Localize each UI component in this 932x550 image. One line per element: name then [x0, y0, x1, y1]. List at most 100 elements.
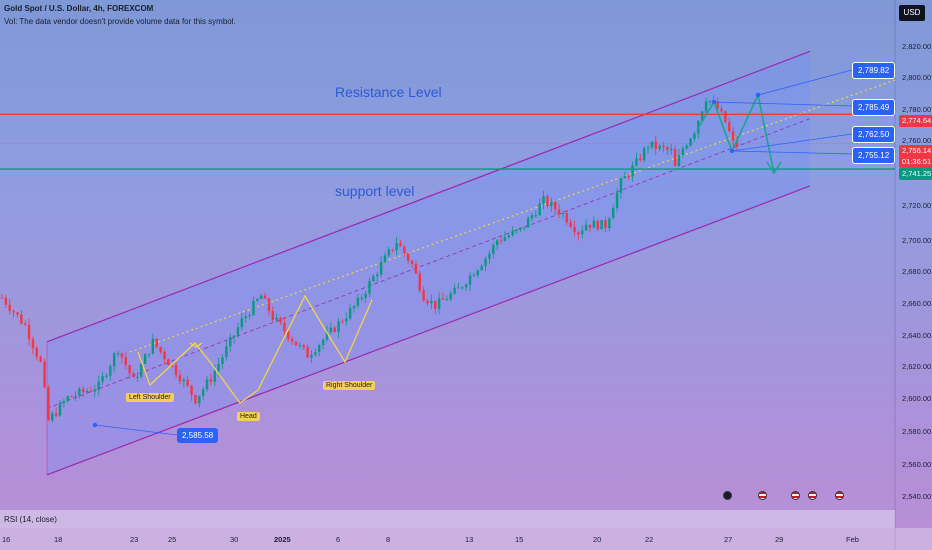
- candle-body: [360, 297, 363, 299]
- candle-body: [418, 273, 421, 291]
- candle-body: [341, 321, 344, 323]
- candle-body: [635, 158, 638, 166]
- candle-body: [704, 101, 708, 112]
- candle-body: [151, 338, 155, 354]
- resistance-price-tag: 2,774.64: [899, 115, 932, 127]
- currency-button[interactable]: USD: [899, 5, 925, 21]
- us-flag-event-icon[interactable]: [791, 491, 800, 500]
- candle-body: [453, 287, 456, 294]
- candle-body: [379, 262, 383, 275]
- candle-body: [542, 196, 545, 204]
- candle-body: [650, 141, 654, 148]
- candle-body: [612, 207, 615, 219]
- candle-body: [681, 148, 685, 156]
- x-tick-label: Feb: [846, 535, 859, 544]
- candle-body: [584, 224, 588, 231]
- candle-body: [194, 394, 197, 404]
- y-tick-label: 2,720.00: [902, 201, 932, 210]
- candle-body: [708, 101, 712, 103]
- candle-body: [735, 140, 739, 147]
- candle-body: [596, 220, 599, 230]
- candle-body: [35, 348, 39, 357]
- candle-body: [283, 322, 286, 332]
- candle-body: [561, 212, 565, 215]
- candle-body: [670, 148, 673, 150]
- candle-body: [116, 353, 120, 355]
- y-tick-label: 2,640.00: [902, 331, 932, 340]
- y-tick-label: 2,760.00: [902, 136, 932, 145]
- candle-body: [673, 148, 677, 167]
- candle-body: [136, 376, 139, 378]
- candle-body: [437, 298, 441, 310]
- candle-body: [557, 209, 561, 215]
- candle-body: [619, 178, 623, 193]
- candle-body: [720, 108, 723, 112]
- last-price-tag: 2,756.14: [899, 145, 932, 157]
- low-marker-badge: 2,585.58: [177, 428, 219, 443]
- candle-body: [321, 339, 325, 346]
- candle-body: [492, 244, 495, 254]
- target-badge-2: 2,785.49: [852, 99, 896, 116]
- candle-body: [93, 389, 97, 392]
- candle-body: [530, 215, 534, 219]
- us-flag-event-icon[interactable]: [758, 491, 767, 500]
- candle-body: [608, 218, 611, 229]
- candle-body: [395, 243, 398, 251]
- time-axis[interactable]: [0, 528, 932, 550]
- candle-body: [519, 227, 522, 230]
- candle-body: [66, 396, 69, 402]
- yellow-trendline: [129, 79, 896, 353]
- resistance-level-label: Resistance Level: [335, 84, 442, 100]
- candle-body: [662, 145, 665, 148]
- candle-body: [43, 361, 46, 388]
- candle-body: [430, 300, 433, 304]
- us-flag-event-icon[interactable]: [808, 491, 817, 500]
- candle-body: [16, 312, 19, 315]
- candle-body: [8, 304, 11, 311]
- candle-body: [209, 379, 213, 382]
- candle-body: [476, 270, 480, 276]
- rsi-pane[interactable]: [0, 510, 895, 528]
- candle-body: [716, 101, 719, 109]
- x-tick-label: 30: [230, 535, 239, 544]
- y-tick-label: 2,600.00: [902, 394, 932, 403]
- target-connector: [713, 101, 853, 107]
- candle-body: [294, 341, 298, 346]
- candle-body: [132, 373, 135, 378]
- candle-body: [399, 243, 402, 247]
- candle-body: [58, 403, 62, 416]
- candle-body: [306, 347, 309, 358]
- candle-body: [364, 293, 367, 298]
- support-price-tag: 2,741.25: [899, 168, 932, 180]
- candle-body: [310, 354, 313, 358]
- candle-body: [101, 376, 104, 382]
- candle-body: [569, 222, 572, 227]
- symbol-title: Gold Spot / U.S. Dollar, 4h, FOREXCOM: [4, 4, 154, 13]
- x-tick-label: 15: [515, 535, 524, 544]
- candle-body: [414, 264, 418, 274]
- candle-body: [298, 344, 302, 346]
- y-tick-label: 2,700.00: [902, 236, 932, 245]
- candle-body: [550, 201, 553, 207]
- candle-body: [724, 111, 727, 123]
- candle-body: [27, 324, 31, 340]
- candle-body: [461, 287, 464, 289]
- candle-body: [445, 299, 449, 301]
- candle-body: [472, 275, 476, 277]
- candle-body: [124, 357, 127, 366]
- right-shoulder-label: Right Shoulder: [323, 381, 376, 390]
- countdown-tag: 01:36:51: [899, 156, 932, 168]
- candle-body: [449, 293, 452, 300]
- rsi-label: RSI (14, close): [4, 515, 57, 524]
- event-marker-icon[interactable]: [723, 491, 732, 500]
- candle-body: [163, 351, 166, 360]
- candle-body: [434, 300, 437, 310]
- candle-body: [685, 145, 688, 149]
- us-flag-event-icon[interactable]: [835, 491, 844, 500]
- candle-body: [329, 327, 333, 333]
- candle-body: [495, 240, 499, 245]
- y-tick-label: 2,680.00: [902, 267, 932, 276]
- candle-body: [31, 339, 35, 349]
- x-tick-label: 20: [593, 535, 602, 544]
